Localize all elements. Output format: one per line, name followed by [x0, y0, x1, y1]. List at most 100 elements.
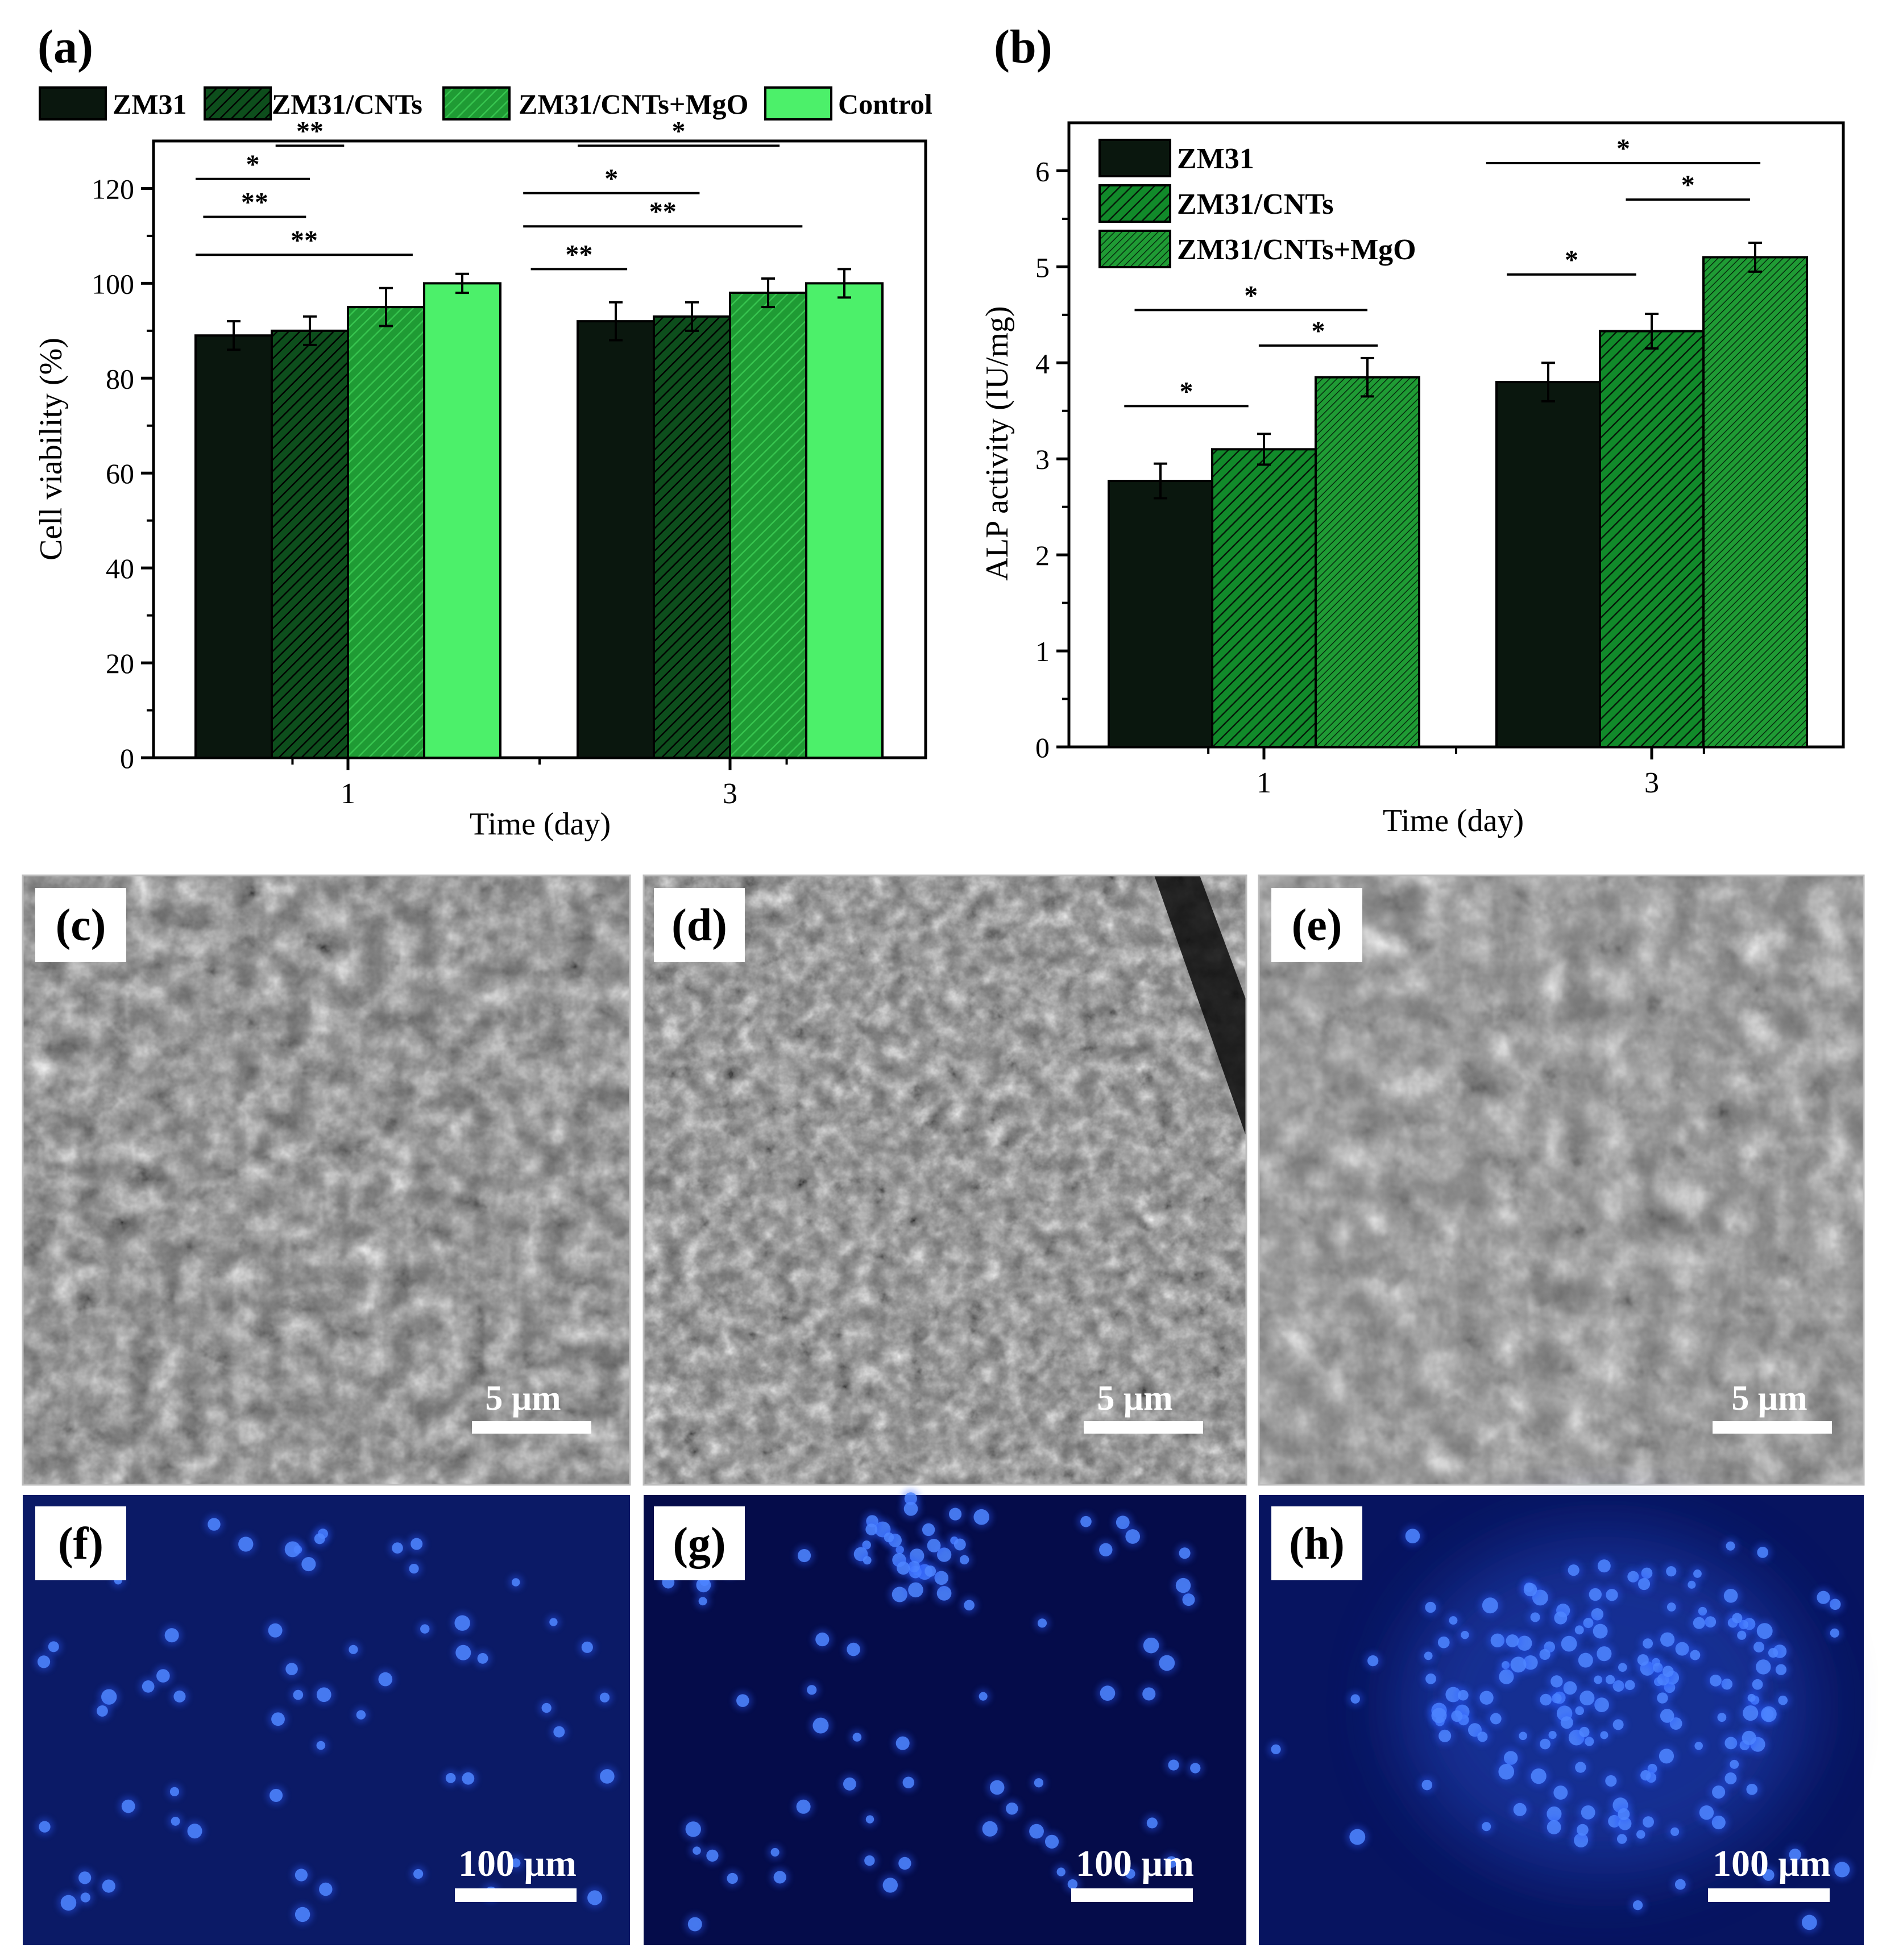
bar-b-zm31-cnts-day-3 [1599, 330, 1705, 748]
bar-b-zm31-cnts-mgo-day-1 [1315, 376, 1420, 748]
legend-cell-viability: ZM31 ZM31/CNTs ZM31/CNTs+MgO Control [39, 86, 932, 121]
fluorescence-image-h: (h) 100 μm [1259, 1495, 1864, 1945]
y-tick-b-5: 5 [1035, 251, 1069, 283]
alp-activity-chart: (b) * * * * * * ZM31 ZM31/CNTs ZM31/CNTs+MgO 0 1… [980, 20, 1845, 838]
panel-label-e: (e) [1292, 900, 1342, 950]
bars-cell-viability [194, 282, 884, 759]
svg-text:Control: Control [838, 88, 932, 120]
y-tick-a-120: 120 [92, 173, 154, 205]
y-tick-b-1: 1 [1035, 636, 1069, 667]
y-tick-b-3: 3 [1035, 443, 1069, 475]
svg-text:0: 0 [120, 742, 134, 774]
significance-label: * [1244, 280, 1258, 310]
error-bar-b-0-0 [1154, 462, 1167, 500]
svg-text:60: 60 [106, 458, 134, 489]
scale-bar-c [472, 1421, 591, 1434]
panel-label-d: (d) [671, 900, 727, 950]
error-bar-a-0-0 [227, 320, 241, 351]
panel-label-a: (a) [38, 20, 93, 73]
x-tick-b-3: 3 [1644, 747, 1659, 799]
svg-text:1: 1 [1257, 767, 1271, 799]
legend-item-b-zm31-cnts: ZM31/CNTs [1098, 184, 1333, 223]
legend-item-b-zm31-cnts-mgo: ZM31/CNTs+MgO [1098, 230, 1416, 268]
scale-bar-h [1708, 1888, 1830, 1902]
x-tick-b-1: 1 [1257, 747, 1271, 799]
y-axis-label-a: Cell viability (%) [34, 338, 69, 560]
error-bar-a-3-0 [455, 272, 469, 294]
error-bar-a-3-1 [838, 268, 851, 299]
panel-label-h: (h) [1289, 1519, 1345, 1569]
significance-label: * [1180, 376, 1193, 406]
y-tick-a-60: 60 [106, 458, 154, 489]
y-axis-label-b: ALP activity (IU/mg) [980, 306, 1015, 580]
significance-marker-b-4: * [1626, 170, 1750, 201]
svg-text:1: 1 [341, 778, 355, 810]
y-tick-b-6: 6 [1035, 155, 1069, 187]
panel-label-f: (f) [58, 1519, 103, 1569]
significance-marker-a-0: * [196, 150, 310, 180]
svg-text:ZM31: ZM31 [1177, 143, 1254, 175]
svg-text:ZM31/CNTs: ZM31/CNTs [1177, 188, 1333, 221]
significance-marker-a-5: * [523, 164, 700, 194]
cell-viability-chart: (a) ZM31 ZM31/CNTs ZM31/CNTs+MgO Control **… [34, 20, 932, 842]
bar-a-zm31-cnts-day-3 [653, 315, 731, 759]
y-tick-a-100: 100 [92, 268, 154, 300]
x-tick-a-3: 3 [723, 758, 737, 810]
scale-bar-label-c: 5 μm [485, 1379, 561, 1418]
scale-bar-label-h: 100 μm [1713, 1843, 1831, 1884]
significance-label: ** [296, 116, 324, 146]
scale-bar-e [1713, 1421, 1832, 1434]
bar-a-zm31-day-3 [577, 320, 655, 759]
svg-text:ZM31/CNTs: ZM31/CNTs [272, 88, 422, 120]
x-axis-label-a: Time (day) [470, 807, 611, 842]
error-bar-b-2-0 [1361, 356, 1374, 398]
bars-alp-activity [1108, 256, 1808, 748]
svg-text:ZM31: ZM31 [113, 88, 187, 120]
significance-label: ** [291, 225, 318, 255]
sem-image-e: (e) 5 μm [1258, 874, 1865, 1486]
panel-label-g: (g) [673, 1519, 726, 1569]
svg-text:5: 5 [1035, 251, 1050, 283]
svg-text:80: 80 [106, 363, 134, 395]
error-bar-a-1-1 [685, 301, 699, 332]
bar-a-zm31-cnts-day-1 [271, 329, 349, 759]
scale-bar-d [1084, 1421, 1203, 1434]
significance-marker-a-1: ** [275, 116, 345, 147]
y-tick-a-80: 80 [106, 363, 154, 395]
stained-nuclei-g [658, 1489, 1204, 1935]
legend-alp-activity: ZM31 ZM31/CNTs ZM31/CNTs+MgO [1098, 139, 1416, 268]
significance-marker-b-1: * [1134, 280, 1367, 312]
scale-bar-label-d: 5 μm [1097, 1379, 1172, 1418]
error-bar-a-1-0 [303, 315, 317, 346]
significance-marker-a-6: ** [523, 197, 803, 228]
significance-marker-a-7: ** [530, 239, 628, 271]
legend-item-zm31-cnts: ZM31/CNTs [204, 86, 422, 121]
significance-marker-b-3: * [1507, 245, 1636, 276]
sem-image-c: (c) 5 μm [22, 874, 631, 1486]
fluorescence-image-f: (f) 100 μm [23, 1495, 630, 1945]
svg-text:6: 6 [1035, 155, 1050, 187]
significance-label: * [246, 150, 260, 180]
significance-marker-b-5: * [1486, 134, 1761, 164]
sem-image-d: (d) 5 μm [642, 874, 1247, 1486]
error-bar-a-2-0 [379, 286, 393, 327]
significance-label: * [604, 164, 618, 194]
svg-text:1: 1 [1035, 636, 1050, 667]
scale-bar-label-e: 5 μm [1731, 1379, 1807, 1418]
bar-a-zm31-cnts-mgo-day-1 [347, 306, 425, 759]
svg-text:ZM31/CNTs+MgO: ZM31/CNTs+MgO [1177, 234, 1416, 266]
y-ticks-alp-activity: 0 1 2 3 4 5 6 [1035, 155, 1069, 763]
svg-text:40: 40 [106, 553, 134, 584]
significance-label: ** [649, 197, 677, 227]
panel-label-b: (b) [994, 20, 1052, 73]
y-ticks-cell-viability: 0 20 40 60 80 100 120 [92, 173, 154, 774]
legend-item-zm31-cnts-mgo: ZM31/CNTs+MgO [442, 86, 748, 121]
scale-bar-f [455, 1888, 577, 1902]
error-bar-a-0-1 [609, 301, 623, 342]
svg-text:3: 3 [723, 778, 737, 810]
error-bars-cell-viability [227, 268, 851, 351]
y-tick-b-4: 4 [1035, 347, 1069, 379]
significance-marker-a-3: ** [196, 225, 413, 256]
significance-marker-a-4: * [578, 116, 780, 147]
